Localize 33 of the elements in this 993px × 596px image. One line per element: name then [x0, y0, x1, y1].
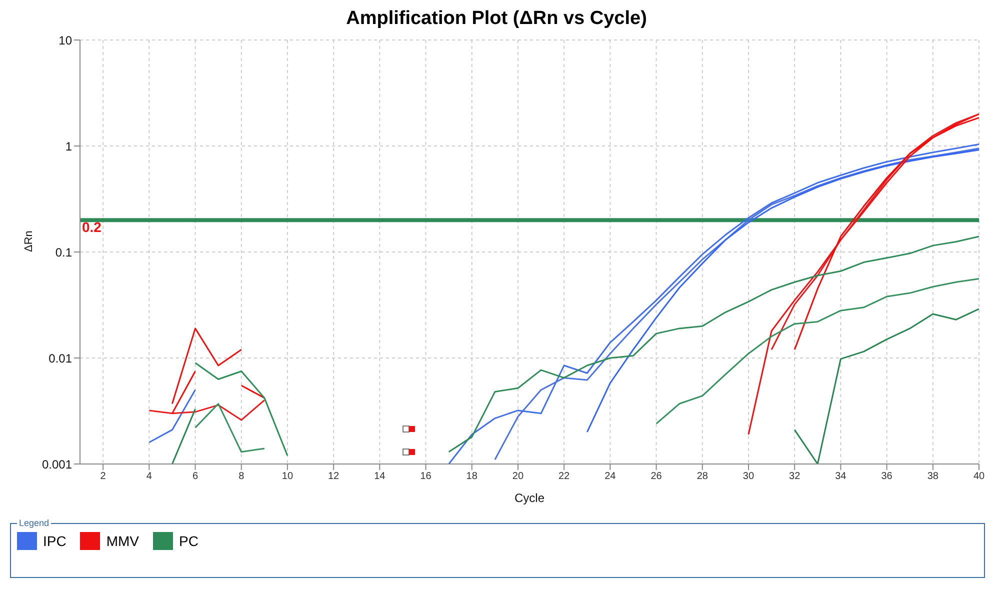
x-tick-label: 6	[192, 471, 198, 482]
x-tick-label: 26	[650, 471, 662, 482]
x-tick-label: 4	[146, 471, 152, 482]
x-tick-label: 28	[696, 471, 708, 482]
legend-label: IPC	[43, 533, 66, 549]
x-axis-title: Cycle	[514, 491, 545, 505]
x-tick-label: 34	[835, 471, 847, 482]
x-tick-label: 32	[789, 471, 801, 482]
x-tick-label: 38	[927, 471, 939, 482]
x-tick-label: 18	[466, 471, 478, 482]
y-tick-label: 0.1	[55, 245, 72, 260]
x-tick-label: 14	[374, 471, 386, 482]
y-axis-title: ΔRn	[22, 230, 35, 252]
x-tick-label: 30	[742, 471, 754, 482]
ref-line-label: 0.2	[82, 219, 102, 236]
x-tick-label: 8	[238, 471, 245, 482]
x-tick-label: 24	[604, 471, 616, 482]
legend-label: MMV	[106, 533, 140, 549]
x-tick-label: 12	[328, 471, 340, 482]
y-tick-label: 10	[58, 33, 72, 48]
x-tick-label: 20	[512, 471, 524, 482]
y-tick-label: 1	[65, 139, 72, 154]
x-tick-label: 2	[100, 471, 106, 482]
y-tick-label: 0.01	[48, 351, 72, 366]
chart-title: Amplification Plot (ΔRn vs Cycle)	[345, 8, 648, 31]
x-tick-label: 16	[420, 471, 432, 482]
x-tick-label: 36	[881, 471, 893, 482]
x-tick-label: 22	[558, 471, 570, 482]
y-tick-label: 0.001	[42, 457, 72, 472]
x-tick-label: 40	[973, 471, 985, 482]
legend-label: PC	[179, 533, 198, 549]
x-tick-label: 10	[282, 471, 294, 482]
legend-title: Legend	[18, 518, 50, 528]
